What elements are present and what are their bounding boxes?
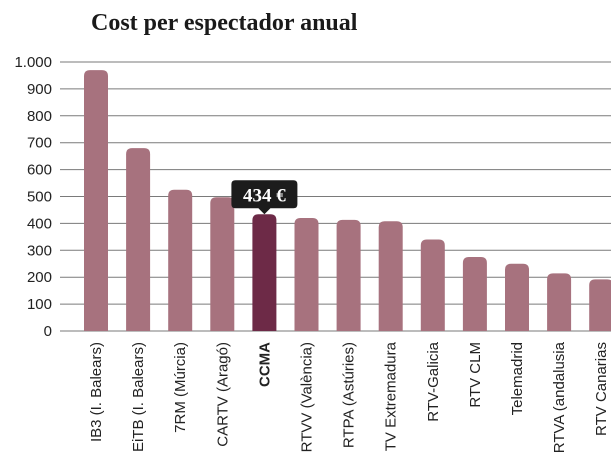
x-tick-label: CARTV (Aragó): [214, 342, 231, 447]
x-tick-label: RTV Canarias: [593, 342, 610, 436]
y-tick-label: 100: [27, 296, 52, 313]
bar: [210, 197, 235, 331]
grid-lines: [60, 61, 611, 332]
y-tick-label: 400: [27, 215, 52, 232]
y-axis-ticks: 0 100 200 300 400 500 600 700 800 900 1.000: [14, 54, 52, 340]
y-tick-label: 600: [27, 162, 52, 179]
chart-title: Cost per espectador anual: [91, 10, 358, 36]
bar: [168, 189, 193, 331]
bar: [505, 263, 529, 331]
x-tick-label: RTVV (València): [299, 342, 316, 452]
bar-highlight: [252, 214, 277, 331]
y-tick-label: 500: [27, 189, 52, 206]
x-tick-label: Telemadrid: [509, 342, 526, 415]
x-tick-label: RTV CLM: [467, 342, 484, 408]
x-tick-label: RTPA (Astúries): [341, 342, 358, 448]
bar: [84, 70, 108, 331]
bar: [462, 257, 487, 331]
bar: [378, 221, 403, 331]
x-tick-label: IB3 (I. Balears): [88, 342, 105, 442]
x-tick-label: 7RM (Múrcia): [172, 342, 189, 433]
x-tick-label: RTVA (andalusia: [551, 341, 568, 453]
x-axis-ticks: IB3 (I. Balears) EiTB (I. Balears) 7RM (Mú…: [88, 341, 610, 453]
y-tick-label: 800: [27, 108, 52, 125]
x-tick-label: RTV-Galicia: [425, 341, 442, 421]
y-tick-label: 700: [27, 135, 52, 152]
y-tick-label: 1.000: [14, 54, 52, 71]
bars: [84, 70, 611, 331]
bar: [420, 239, 445, 331]
bar: [589, 279, 611, 331]
callout-background: [231, 180, 298, 215]
x-tick-label: TV Extremadura: [383, 341, 400, 451]
x-tick-label: EiTB (I. Balears): [130, 342, 147, 452]
highlight-callout: 434 €: [231, 180, 298, 215]
y-tick-label: 300: [27, 242, 52, 259]
y-tick-label: 0: [44, 323, 52, 340]
callout-label: 434 €: [243, 185, 286, 206]
bar: [126, 148, 151, 331]
y-tick-label: 900: [27, 81, 52, 98]
bar: [294, 218, 319, 331]
y-tick-label: 200: [27, 269, 52, 286]
bar: [336, 219, 361, 331]
bar: [547, 273, 572, 331]
x-tick-label: CCMA: [256, 342, 273, 387]
